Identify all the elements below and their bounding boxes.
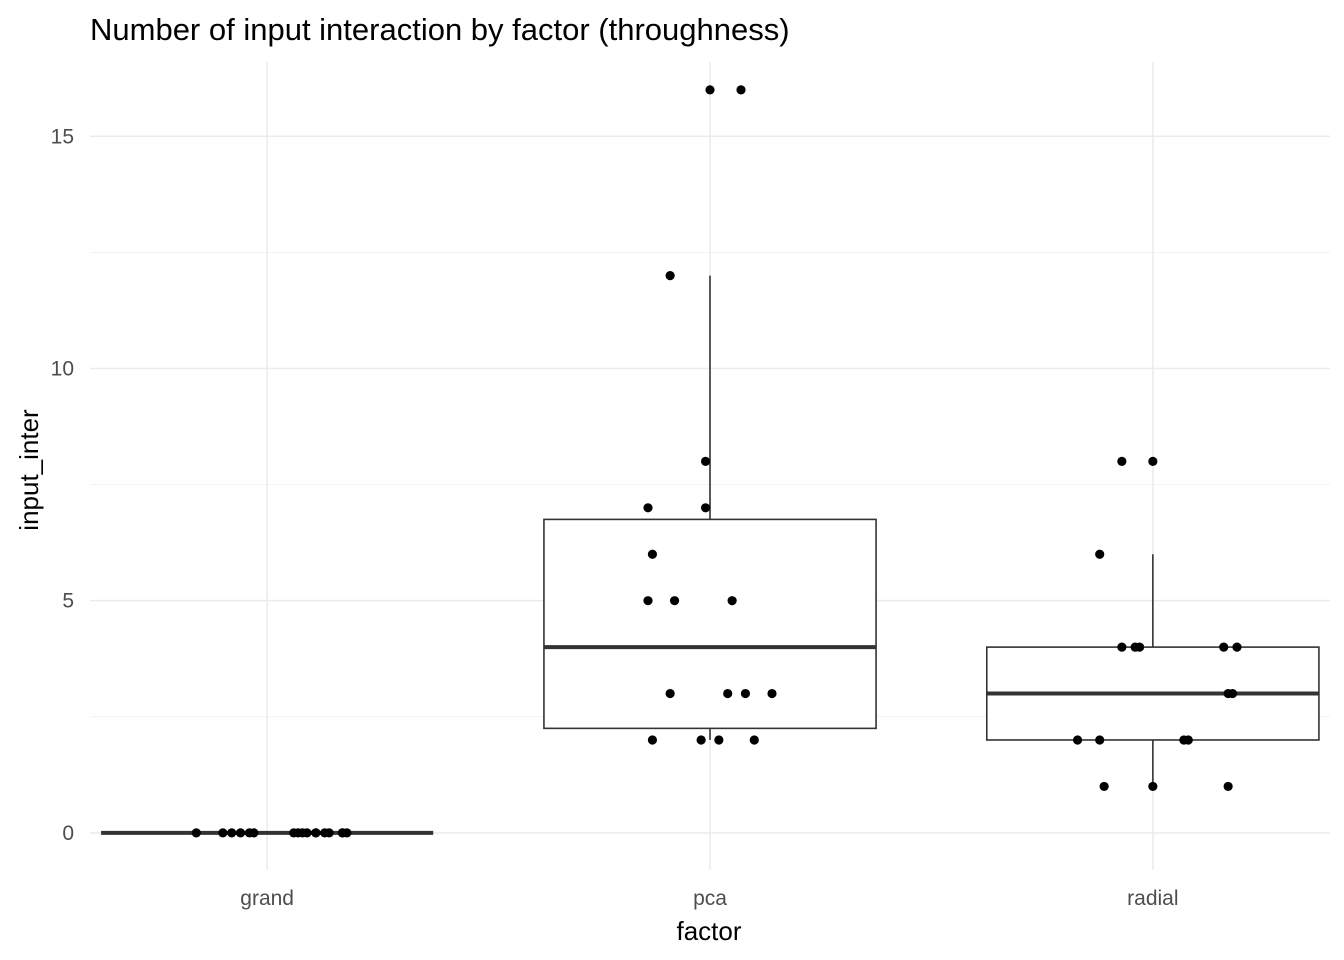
data-point: [700, 456, 711, 466]
data-point: [767, 688, 777, 699]
data-point: [1219, 642, 1229, 652]
data-point: [665, 271, 675, 281]
box-pca: [543, 275, 877, 740]
points-radial: [1072, 456, 1242, 792]
y-axis-ticks: 0 5 10 15: [51, 125, 74, 845]
data-point: [705, 85, 715, 95]
data-point: [1232, 642, 1242, 652]
data-point: [342, 828, 352, 838]
data-point: [1072, 735, 1083, 745]
data-point: [324, 828, 334, 838]
points-pca: [643, 85, 777, 745]
y-tick-label: 15: [51, 125, 74, 148]
points-layer: [191, 85, 1242, 838]
data-point: [700, 503, 711, 513]
data-point: [249, 828, 259, 838]
points-grand: [191, 828, 352, 838]
y-tick-label: 10: [51, 357, 74, 380]
data-point: [727, 596, 737, 606]
boxes-layer: [101, 275, 1320, 835]
x-tick-label: pca: [693, 887, 727, 910]
data-point: [736, 85, 746, 95]
box-iqr: [543, 518, 877, 730]
data-point: [218, 828, 228, 838]
data-point: [1227, 688, 1238, 699]
data-point: [1148, 781, 1158, 792]
x-axis-title: factor: [676, 916, 741, 946]
data-point: [1148, 456, 1158, 466]
data-point: [191, 828, 201, 838]
data-point: [665, 688, 675, 699]
x-tick-label: grand: [240, 887, 294, 910]
data-point: [714, 735, 724, 745]
box-radial: [985, 554, 1320, 787]
y-tick-label: 5: [62, 590, 74, 613]
data-point: [647, 735, 658, 745]
data-point: [643, 596, 653, 606]
x-tick-label: radial: [1127, 887, 1178, 910]
data-point: [1095, 735, 1105, 745]
data-point: [647, 549, 658, 559]
data-point: [1117, 456, 1127, 466]
data-point: [1223, 781, 1233, 792]
data-point: [723, 688, 733, 699]
data-point: [235, 828, 246, 838]
data-point: [1099, 781, 1109, 792]
data-point: [1117, 642, 1127, 652]
data-point: [1183, 735, 1193, 745]
data-point: [740, 688, 751, 699]
chart-title: Number of input interaction by factor (t…: [90, 12, 790, 47]
data-point: [1134, 642, 1145, 652]
data-point: [1095, 549, 1105, 559]
data-point: [227, 828, 237, 838]
y-axis-title: input_inter: [14, 409, 44, 531]
data-point: [302, 828, 312, 838]
data-point: [669, 596, 680, 606]
data-point: [749, 735, 759, 745]
y-tick-label: 0: [62, 822, 74, 845]
x-axis-ticks: grand pca radial: [240, 887, 1178, 910]
data-point: [696, 735, 706, 745]
data-point: [643, 503, 653, 513]
data-point: [311, 828, 321, 838]
